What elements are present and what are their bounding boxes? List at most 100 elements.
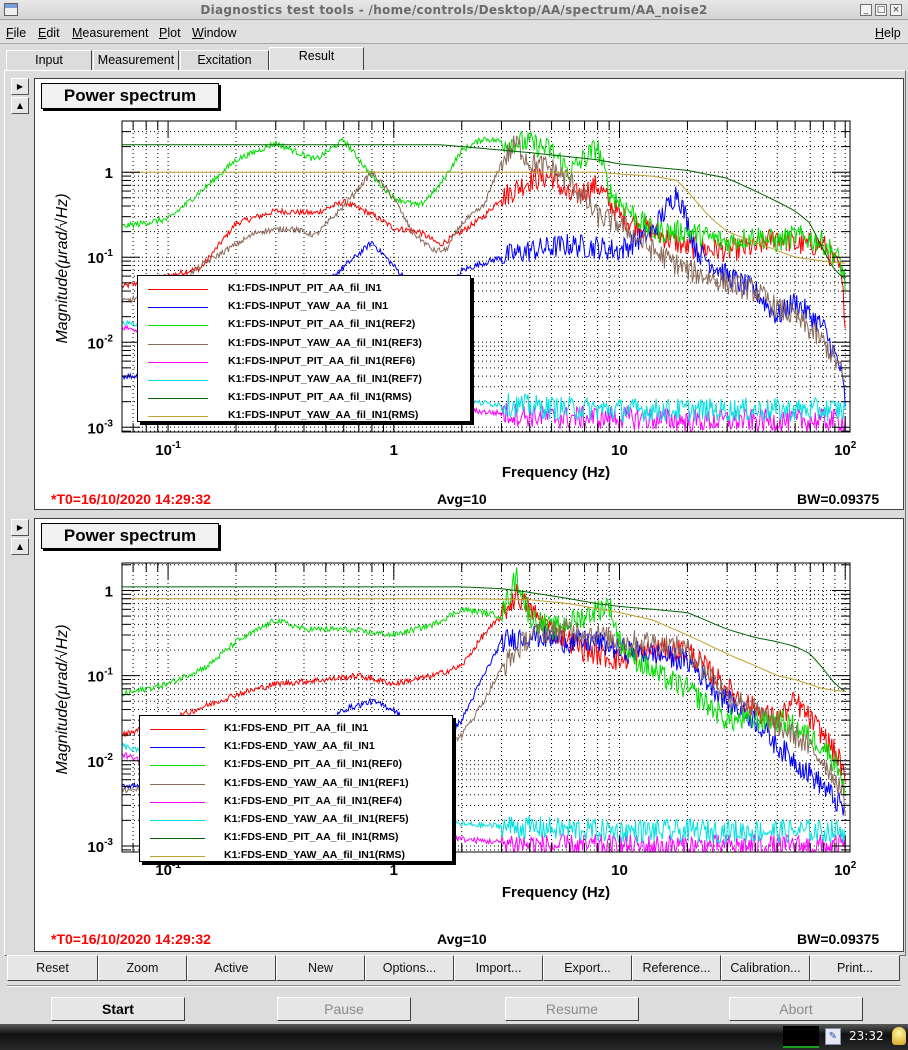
x-axis-title: Frequency (Hz) [502, 884, 610, 901]
legend-entry[interactable]: K1:FDS-INPUT_YAW_AA_fil_IN1(REF7) [138, 371, 470, 389]
start-button[interactable]: Start [51, 997, 185, 1021]
tab-measurement[interactable]: Measurement [93, 50, 179, 70]
legend-swatch [148, 416, 208, 418]
x-tick-label: 10-1 [155, 440, 181, 459]
close-icon[interactable]: × [890, 4, 902, 16]
x-tick-label: 1 [390, 442, 398, 459]
legend-label: K1:FDS-INPUT_PIT_AA_fil_IN1(REF6) [228, 354, 416, 367]
legend-entry[interactable]: K1:FDS-INPUT_PIT_AA_fil_IN1 [138, 280, 470, 298]
menu-help-label: elp [884, 26, 901, 40]
legend-entry[interactable]: K1:FDS-END_YAW_AA_fil_IN1 [140, 738, 452, 756]
menu-file[interactable]: File [6, 26, 26, 40]
menu-measurement[interactable]: Measurement [72, 26, 148, 40]
menu-window-label: indow [203, 26, 237, 40]
legend-swatch [148, 325, 208, 327]
legend-label: K1:FDS-END_PIT_AA_fil_IN1(RMS) [224, 831, 399, 844]
pad2-title[interactable]: Power spectrum [41, 523, 219, 549]
tab-result[interactable]: Result [269, 47, 364, 70]
legend-label: K1:FDS-END_YAW_AA_fil_IN1(REF5) [224, 813, 409, 825]
resume-button[interactable]: Resume [505, 997, 639, 1021]
series-line-3 [122, 131, 846, 291]
pad1-t0-label: *T0=16/10/2020 14:29:32 [51, 491, 211, 507]
x-tick-label: 102 [834, 860, 857, 879]
reset-button[interactable]: Reset [7, 955, 98, 981]
x-tick-label: 10-1 [155, 860, 181, 879]
legend-entry[interactable]: K1:FDS-END_YAW_AA_fil_IN1(RMS) [140, 847, 452, 865]
legend-entry[interactable]: K1:FDS-INPUT_PIT_AA_fil_IN1(REF6) [138, 353, 470, 371]
menu-help-mnemonic: H [875, 26, 885, 40]
menubar: File Edit Measurement Plot Window Help [0, 21, 908, 44]
cpu-monitor-icon[interactable] [783, 1026, 819, 1048]
y-tick-label: 1 [105, 165, 113, 182]
export-button[interactable]: Export... [543, 955, 632, 981]
active-button[interactable]: Active [187, 955, 276, 981]
legend-label: K1:FDS-END_YAW_AA_fil_IN1(REF1) [224, 776, 409, 789]
y-tick-label: 1 [105, 583, 113, 600]
taskbar: ✎ 23:32 [0, 1024, 908, 1050]
minimize-icon[interactable]: _ [860, 4, 872, 16]
legend-label: K1:FDS-END_YAW_AA_fil_IN1 [224, 740, 375, 753]
options-button[interactable]: Options... [365, 955, 454, 981]
pause-button[interactable]: Pause [277, 997, 411, 1021]
reference-button[interactable]: Reference... [632, 955, 721, 981]
pad2-chart[interactable]: 10-1 1 10 102 1 10-1 10-2 10-3 Frequency (Hz) Mag… [35, 519, 905, 953]
taskbar-clock[interactable]: 23:32 [849, 1029, 884, 1043]
legend-entry[interactable]: K1:FDS-INPUT_PIT_AA_fil_IN1(RMS) [138, 389, 470, 407]
import-button[interactable]: Import... [454, 955, 543, 981]
pad1-expand-right-button[interactable]: ▶ [11, 78, 29, 95]
notification-bulb-icon[interactable] [892, 1027, 906, 1045]
zoom-button[interactable]: Zoom [98, 955, 187, 981]
calibration-button[interactable]: Calibration... [721, 955, 810, 981]
legend-entry[interactable]: K1:FDS-END_PIT_AA_fil_IN1(REF0) [140, 756, 452, 774]
menu-window[interactable]: Window [192, 26, 236, 40]
legend-swatch [150, 765, 205, 767]
plot-pad-2[interactable]: Power spectrum 10-1 1 10 102 1 10-1 10-2 10-3 Fr… [34, 518, 904, 952]
tab-input[interactable]: Input [6, 50, 92, 70]
legend-label: K1:FDS-END_PIT_AA_fil_IN1(REF4) [224, 794, 402, 807]
x-tick-label: 10 [611, 442, 628, 459]
maximize-icon[interactable]: □ [875, 4, 887, 16]
network-tray-icon[interactable]: ✎ [825, 1028, 841, 1045]
menu-plot[interactable]: Plot [159, 26, 181, 40]
legend-entry[interactable]: K1:FDS-INPUT_PIT_AA_fil_IN1(REF2) [138, 316, 470, 334]
menu-plot-label: lot [167, 26, 181, 40]
tab-excitation[interactable]: Excitation [180, 50, 269, 70]
legend-swatch [150, 729, 205, 730]
plot-pad-1[interactable]: Power spectrum 10-1 1 10 102 1 10-1 10-2 10-3 Fr… [34, 78, 904, 510]
pad1-expand-up-button[interactable]: ▲ [11, 97, 29, 114]
pad1-title[interactable]: Power spectrum [41, 83, 219, 109]
y-tick-label: 10-3 [87, 837, 113, 856]
legend-label: K1:FDS-INPUT_YAW_AA_fil_IN1 [228, 300, 389, 313]
plot-frame [121, 562, 851, 853]
new-button[interactable]: New [276, 955, 365, 981]
menu-edit[interactable]: Edit [38, 26, 60, 40]
series-line-1 [122, 166, 846, 329]
series-line-4 [122, 135, 846, 383]
pad2-expand-up-button[interactable]: ▲ [11, 538, 29, 555]
x-tick-label: 1 [390, 862, 398, 879]
pad2-legend[interactable]: K1:FDS-END_PIT_AA_fil_IN1 K1:FDS-END_YAW_… [139, 715, 453, 862]
pad2-t0-label: *T0=16/10/2020 14:29:32 [51, 931, 211, 947]
legend-label: K1:FDS-INPUT_PIT_AA_fil_IN1 [228, 282, 382, 294]
legend-entry[interactable]: K1:FDS-END_PIT_AA_fil_IN1(REF4) [140, 793, 452, 811]
print-button[interactable]: Print... [810, 955, 900, 981]
legend-entry[interactable]: K1:FDS-INPUT_YAW_AA_fil_IN1(REF3) [138, 335, 470, 353]
legend-entry[interactable]: K1:FDS-INPUT_YAW_AA_fil_IN1(RMS) [138, 407, 470, 425]
app-window-icon[interactable] [4, 3, 18, 16]
menu-help[interactable]: Help [875, 26, 901, 40]
legend-label: K1:FDS-INPUT_YAW_AA_fil_IN1(REF3) [228, 336, 422, 349]
abort-button[interactable]: Abort [729, 997, 863, 1021]
tab-bar: Input Measurement Excitation Result [0, 46, 908, 70]
legend-entry[interactable]: K1:FDS-END_YAW_AA_fil_IN1(REF5) [140, 811, 452, 829]
legend-entry[interactable]: K1:FDS-END_PIT_AA_fil_IN1 [140, 720, 452, 738]
menu-edit-label: dit [46, 26, 60, 40]
y-tick-label: 10-1 [87, 248, 113, 267]
legend-entry[interactable]: K1:FDS-END_PIT_AA_fil_IN1(RMS) [140, 829, 452, 847]
pad1-legend[interactable]: K1:FDS-INPUT_PIT_AA_fil_IN1 K1:FDS-INPUT_… [137, 275, 471, 422]
y-tick-label: 10-2 [87, 333, 113, 352]
legend-swatch [150, 783, 205, 785]
legend-entry[interactable]: K1:FDS-END_YAW_AA_fil_IN1(REF1) [140, 775, 452, 793]
legend-entry[interactable]: K1:FDS-INPUT_YAW_AA_fil_IN1 [138, 298, 470, 316]
legend-swatch [150, 747, 205, 749]
pad2-expand-right-button[interactable]: ▶ [11, 519, 29, 536]
